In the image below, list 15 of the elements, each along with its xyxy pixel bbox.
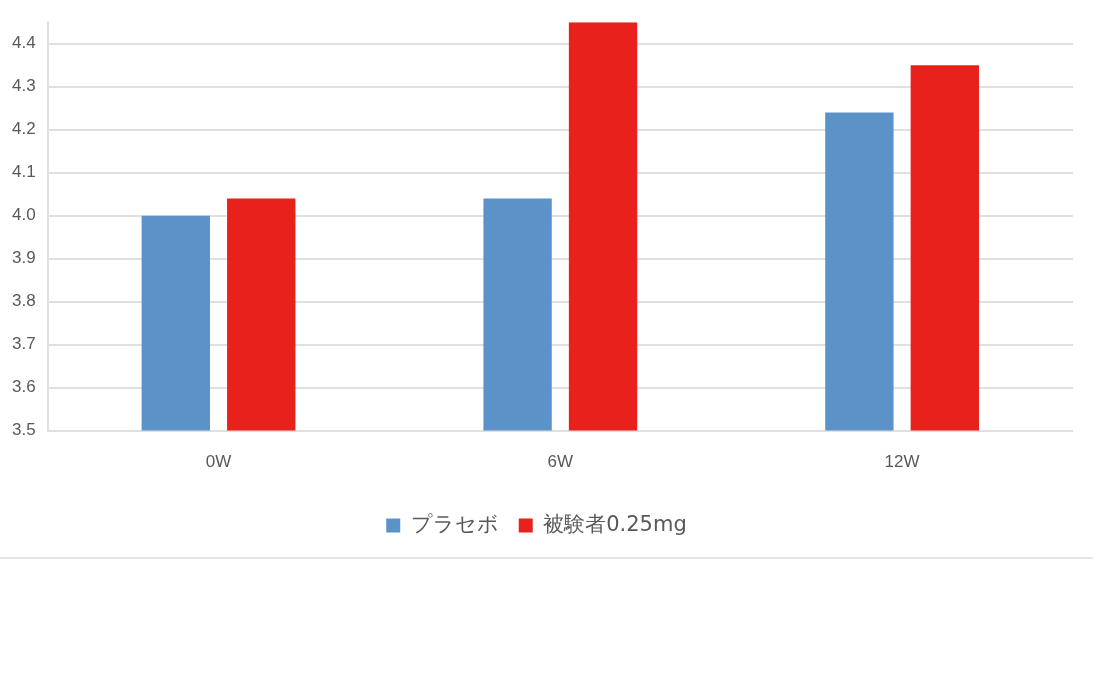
y-tick-label: 3.5 [11,420,36,440]
y-tick-label: 4.3 [11,76,36,96]
y-tick-label: 3.8 [11,291,36,311]
x-tick-label: 12W [884,452,920,472]
legend-label: プラセボ [410,511,499,536]
y-tick-label: 4.2 [11,119,36,139]
y-tick-label: 4.0 [11,205,36,225]
y-tick-label: 4.4 [11,33,36,53]
y-tick-label: 3.7 [11,334,36,354]
legend-label: 被験者0.25mg [543,511,687,536]
y-tick-label: 3.6 [11,377,36,397]
y-tick-label: 4.1 [11,162,36,182]
x-tick-label: 6W [547,452,574,472]
x-tick-label: 0W [205,452,232,472]
y-tick-label: 3.9 [11,248,36,268]
